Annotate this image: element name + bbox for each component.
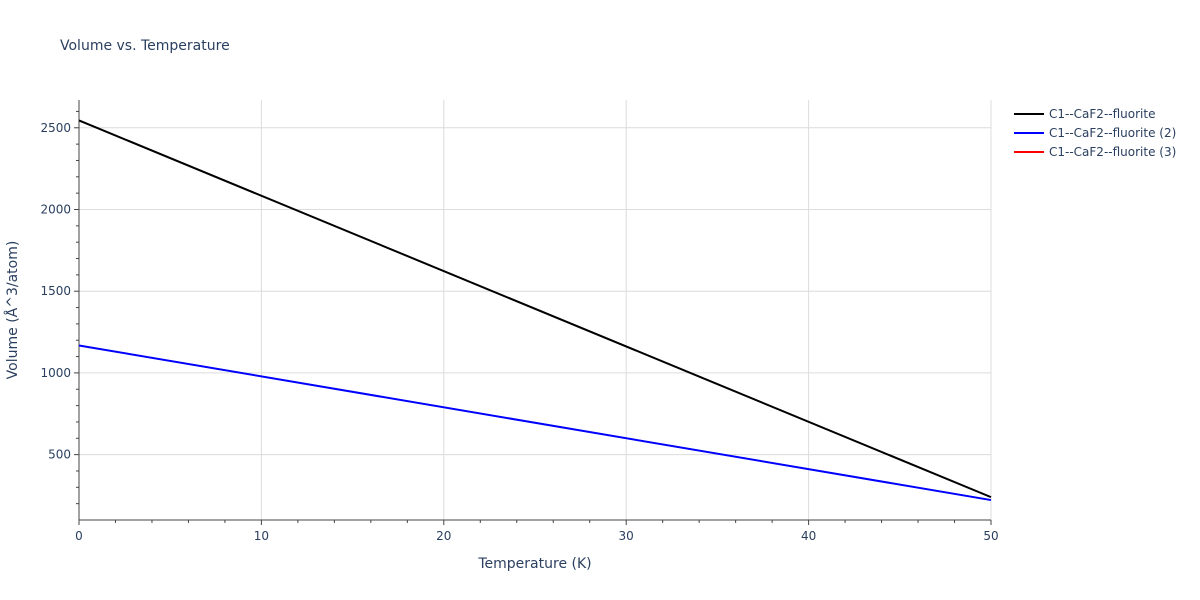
axes: [78, 100, 991, 521]
y-tick-label: 2000: [40, 202, 71, 216]
grid-lines: [79, 100, 992, 520]
x-tick-label: 40: [801, 529, 816, 543]
y-axis-title: Volume (Å^3/atom): [4, 241, 21, 380]
x-tick-label: 50: [983, 529, 998, 543]
y-tick-label: 500: [48, 448, 71, 462]
y-tick-label: 1500: [40, 284, 71, 298]
legend-item-label[interactable]: C1--CaF2--fluorite (3): [1049, 145, 1176, 159]
legend-item-label[interactable]: C1--CaF2--fluorite: [1049, 107, 1155, 121]
y-tick-label: 1000: [40, 366, 71, 380]
x-tick-label: 20: [436, 529, 451, 543]
series-line: [78, 119, 992, 499]
x-tick-label: 0: [75, 529, 83, 543]
chart-title: Volume vs. Temperature: [60, 38, 230, 54]
x-tick-label: 10: [254, 529, 269, 543]
legend[interactable]: C1--CaF2--fluorite C1--CaF2--fluorite (2)…: [1014, 107, 1176, 159]
series-line: [78, 344, 992, 502]
x-axis-title: Temperature (K): [477, 556, 591, 572]
legend-item-label[interactable]: C1--CaF2--fluorite (2): [1049, 126, 1176, 140]
series-lines: [78, 119, 992, 502]
y-tick-label: 2500: [40, 121, 71, 135]
x-tick-label: 30: [619, 529, 634, 543]
tick-labels: 0 10 20 30 40 50 500 1000 1500 2000 2500: [40, 110, 999, 543]
